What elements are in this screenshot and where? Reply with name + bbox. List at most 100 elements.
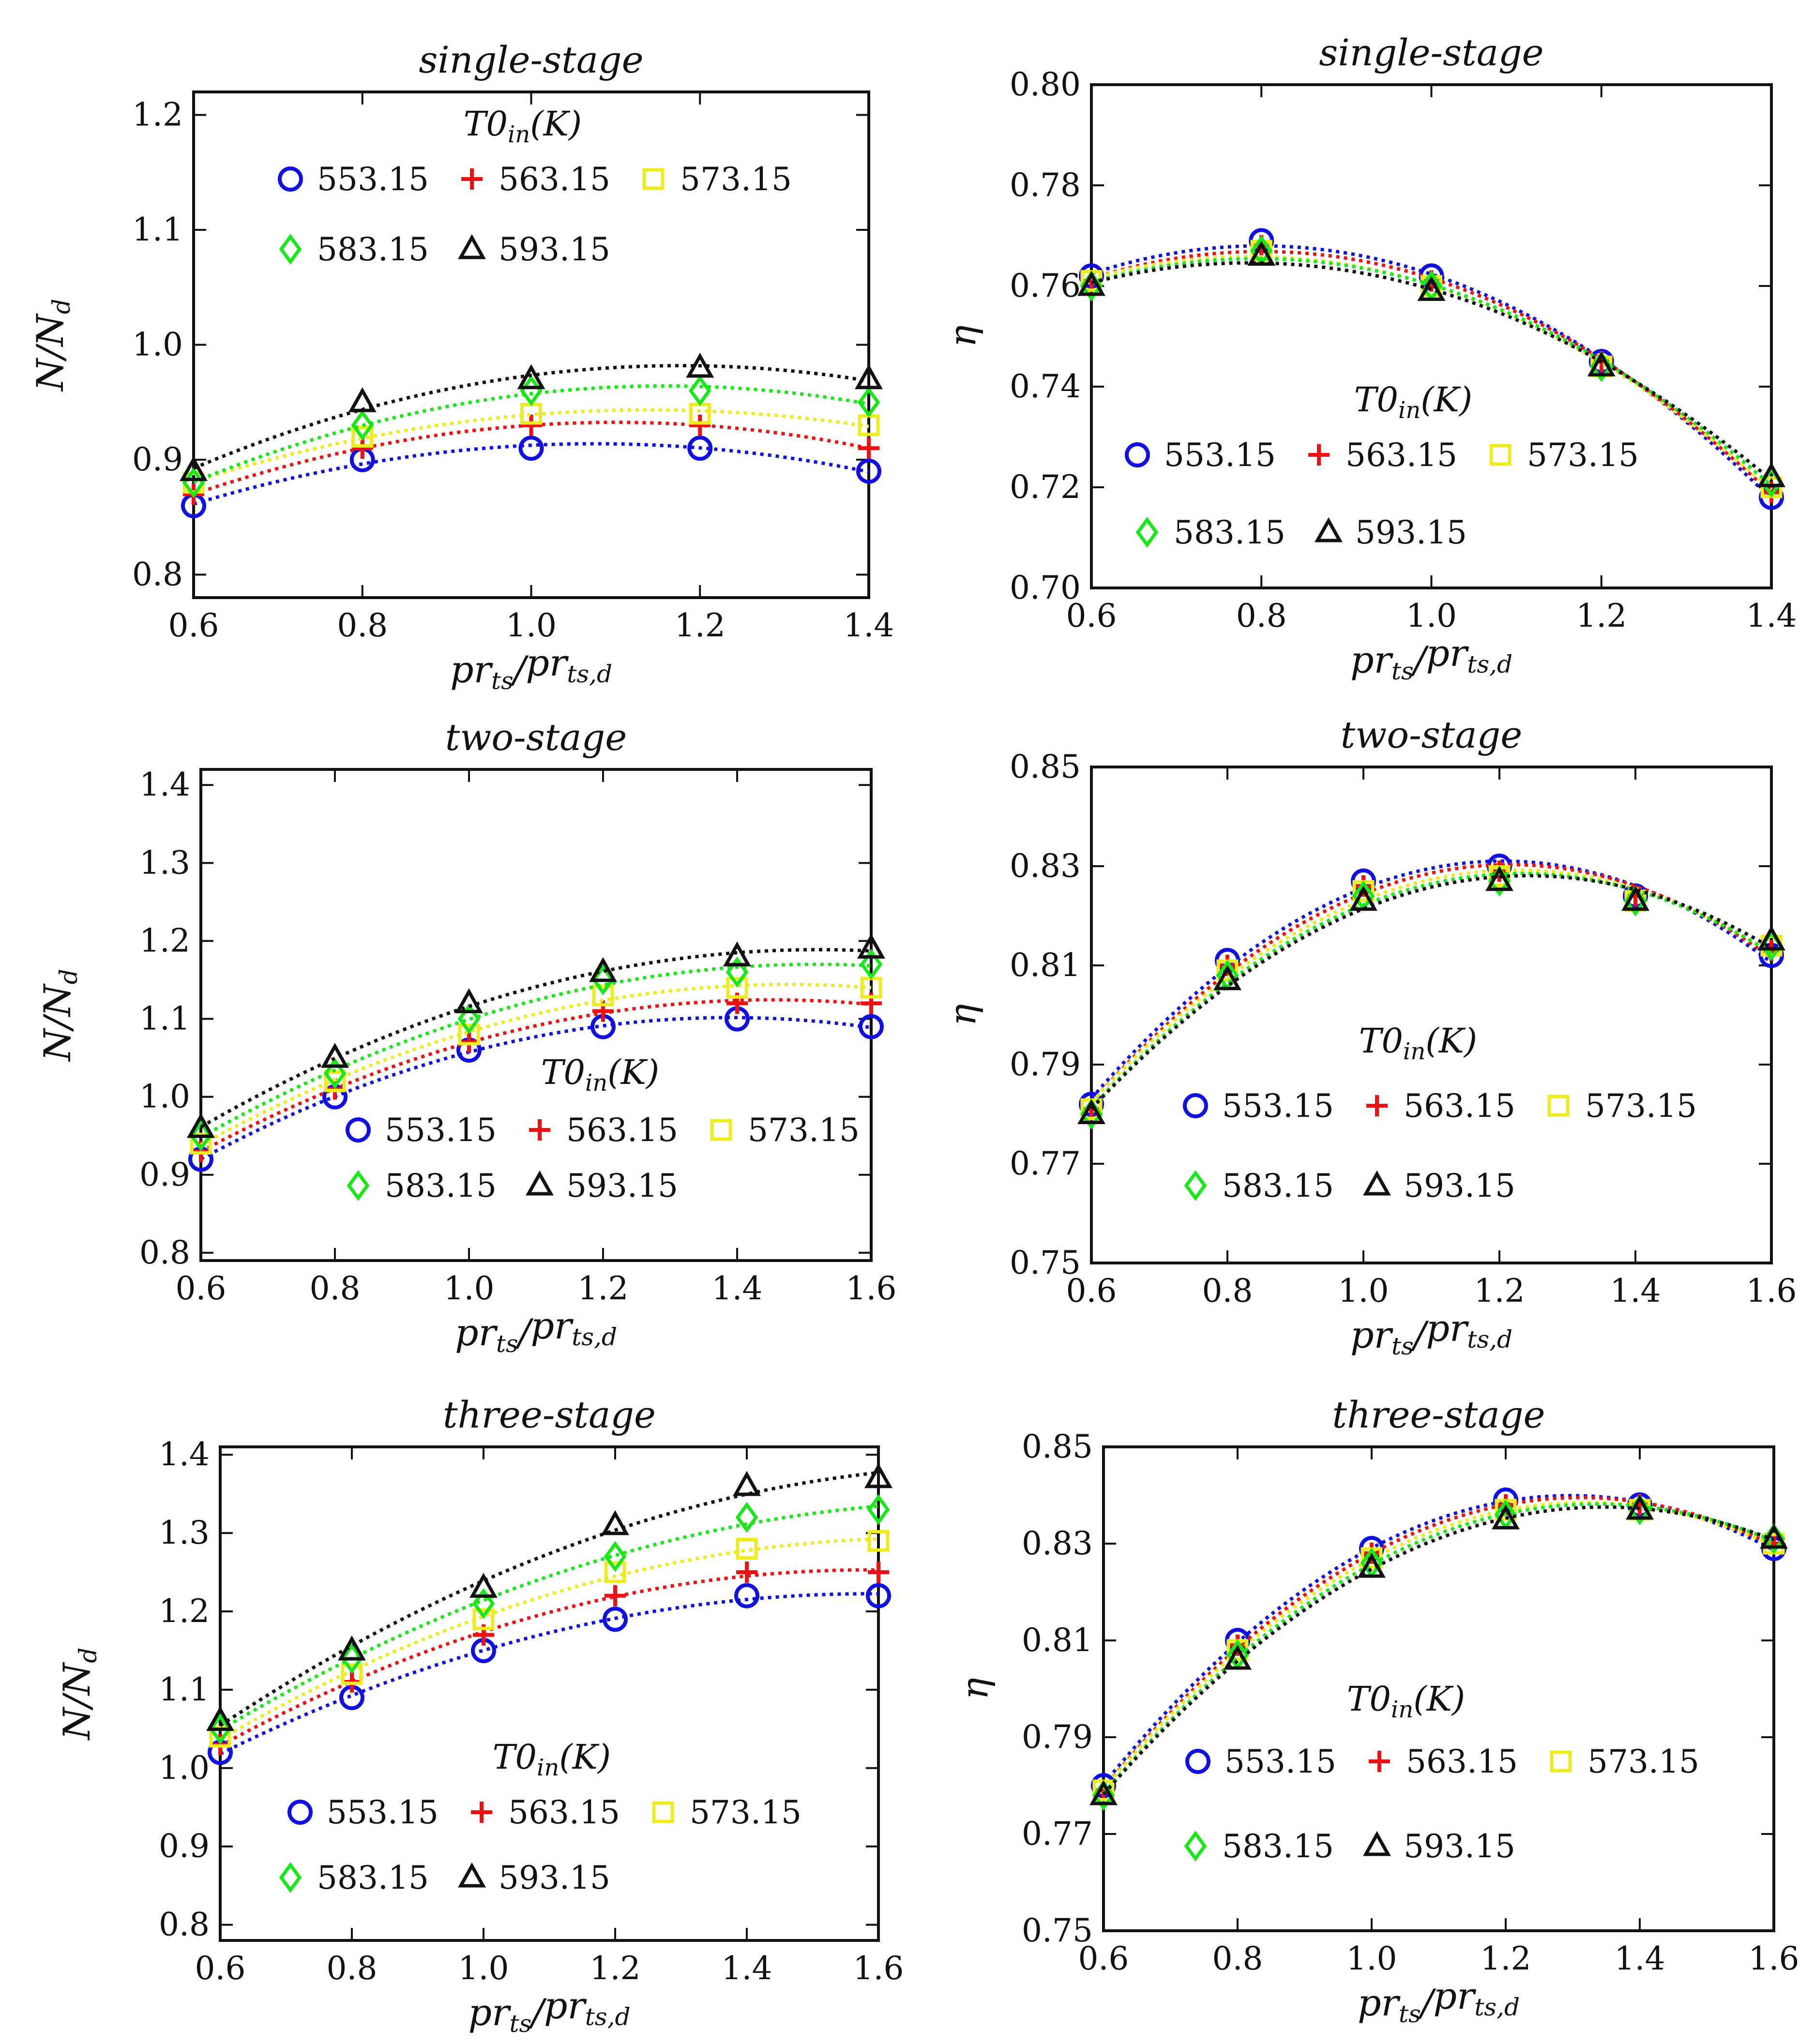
series-line-573.15: [1090, 868, 1772, 1104]
series-line-573.15: [1102, 1501, 1775, 1790]
series-line-563.15: [1102, 1496, 1775, 1790]
y-tick-label: 1.1: [132, 211, 183, 248]
legend-marker-triangle: [526, 1170, 554, 1196]
data-point-573.15: [604, 1561, 626, 1583]
x-tick-label: 0.6: [168, 607, 219, 644]
y-axis-label: η: [953, 1678, 996, 1700]
x-tick-label: 0.8: [327, 1950, 378, 1987]
legend-marker-square: [642, 168, 665, 190]
data-point-593.15: [1417, 276, 1446, 301]
legend-label: 573.15: [1587, 1743, 1699, 1780]
chart-title: three-stage: [443, 1393, 656, 1436]
y-tick-label: 0.9: [139, 1156, 190, 1193]
legend-marker-diamond: [279, 234, 302, 265]
x-tick-label: 0.6: [1066, 597, 1117, 634]
x-tick-label: 1.2: [590, 1950, 641, 1987]
x-axis-label: prts/prts,d: [450, 641, 612, 695]
data-point-593.15: [1621, 886, 1649, 911]
data-point-583.15: [1080, 271, 1103, 301]
legend-marker-circle: [1125, 442, 1150, 467]
panel-three-speed: three-stage 0.6 0.8 1.0 1.2 1.4 1.6 0.8 0.9 1.0 1.…: [55, 1393, 904, 2038]
x-tick-label: 1.4: [722, 1950, 772, 1987]
series-line-593.15: [1102, 1505, 1775, 1796]
data-point-593.15: [1485, 866, 1513, 891]
data-point-553.15: [856, 458, 881, 484]
series-line-563.15: [193, 421, 869, 496]
x-tick-label: 1.2: [1474, 1272, 1525, 1309]
data-point-573.15: [209, 1726, 231, 1748]
series-line-593.15: [219, 1471, 879, 1727]
legend-marker-square: [1550, 1750, 1572, 1773]
x-axis-label: prts/prts,d: [455, 1304, 617, 1358]
y-tick-label: 0.75: [1022, 1912, 1093, 1949]
legend-label: 563.15: [499, 161, 610, 198]
legend-label: 563.15: [1345, 436, 1457, 474]
y-axis-label: η: [941, 325, 984, 347]
legend-label: 553.15: [1222, 1087, 1334, 1125]
chart-title: three-stage: [1332, 1393, 1545, 1436]
y-tick-label: 1.2: [132, 96, 183, 134]
legend-marker-triangle: [1363, 1170, 1391, 1196]
y-tick-label: 1.0: [159, 1749, 210, 1787]
y-tick-label: 0.81: [1022, 1622, 1093, 1659]
legend-label: 593.15: [1404, 1828, 1515, 1865]
x-tick-label: 1.4: [844, 607, 894, 644]
data-point-593.15: [857, 933, 885, 959]
x-tick-label: 1.6: [846, 1270, 897, 1307]
chart-title: single-stage: [1319, 31, 1543, 74]
data-point-573.15: [867, 1530, 890, 1552]
series-line-583.15: [219, 1504, 879, 1732]
legend-label: 573.15: [748, 1112, 860, 1149]
data-point-553.15: [518, 436, 544, 461]
legend-label: 583.15: [317, 231, 429, 268]
x-tick-label: 1.0: [444, 1270, 495, 1307]
legend-marker-diamond: [347, 1170, 370, 1201]
y-tick-label: 0.76: [1010, 267, 1081, 304]
x-tick-label: 1.0: [1406, 597, 1457, 634]
data-point-593.15: [187, 1112, 215, 1138]
x-tick-label: 0.8: [337, 607, 388, 644]
y-tick-label: 0.80: [1010, 66, 1081, 103]
y-tick-label: 1.1: [159, 1671, 210, 1708]
data-point-583.15: [472, 1588, 495, 1619]
data-point-593.15: [348, 387, 377, 412]
legend-label: 573.15: [680, 161, 792, 198]
y-tick-label: 1.2: [159, 1593, 210, 1630]
series-line-563.15: [219, 1568, 879, 1747]
x-tick-label: 1.0: [458, 1950, 509, 1987]
x-tick-label: 0.8: [310, 1270, 361, 1307]
legend-label: 553.15: [385, 1112, 497, 1149]
data-point-583.15: [1092, 1780, 1115, 1811]
legend-marker-plus: [1308, 444, 1330, 466]
data-point-593.15: [686, 352, 714, 378]
series-line-553.15: [219, 1592, 879, 1756]
series-line-583.15: [1091, 256, 1773, 487]
plot-frame: [199, 768, 873, 1262]
legend-marker-diamond: [1135, 517, 1159, 548]
legend-label: 593.15: [566, 1167, 678, 1204]
legend-marker-circle: [287, 1800, 313, 1825]
x-tick-label: 0.8: [1236, 597, 1287, 634]
data-point-593.15: [1760, 1523, 1788, 1549]
data-point-553.15: [859, 1014, 884, 1039]
data-point-563.15: [520, 414, 542, 436]
y-tick-label: 0.79: [1022, 1718, 1093, 1756]
legend-marker-circle: [346, 1117, 371, 1142]
legend-title: T0in(K): [541, 1052, 659, 1097]
legend-marker-diamond: [1184, 1831, 1207, 1862]
x-tick-label: 1.2: [675, 607, 726, 644]
y-tick-label: 0.78: [1010, 166, 1081, 204]
plot-frame: [1090, 766, 1773, 1264]
legend-marker-circle: [1185, 1749, 1210, 1774]
series-line-583.15: [1102, 1502, 1775, 1795]
legend-marker-square: [710, 1119, 732, 1141]
data-point-593.15: [1247, 240, 1276, 266]
series-line-553.15: [1090, 859, 1773, 1100]
data-point-593.15: [723, 941, 751, 967]
y-tick-label: 0.77: [1022, 1815, 1093, 1852]
data-point-593.15: [1492, 1504, 1520, 1530]
legend-label: 593.15: [499, 231, 610, 268]
data-point-583.15: [1628, 1494, 1651, 1525]
legend-label: 553.15: [1224, 1743, 1336, 1780]
